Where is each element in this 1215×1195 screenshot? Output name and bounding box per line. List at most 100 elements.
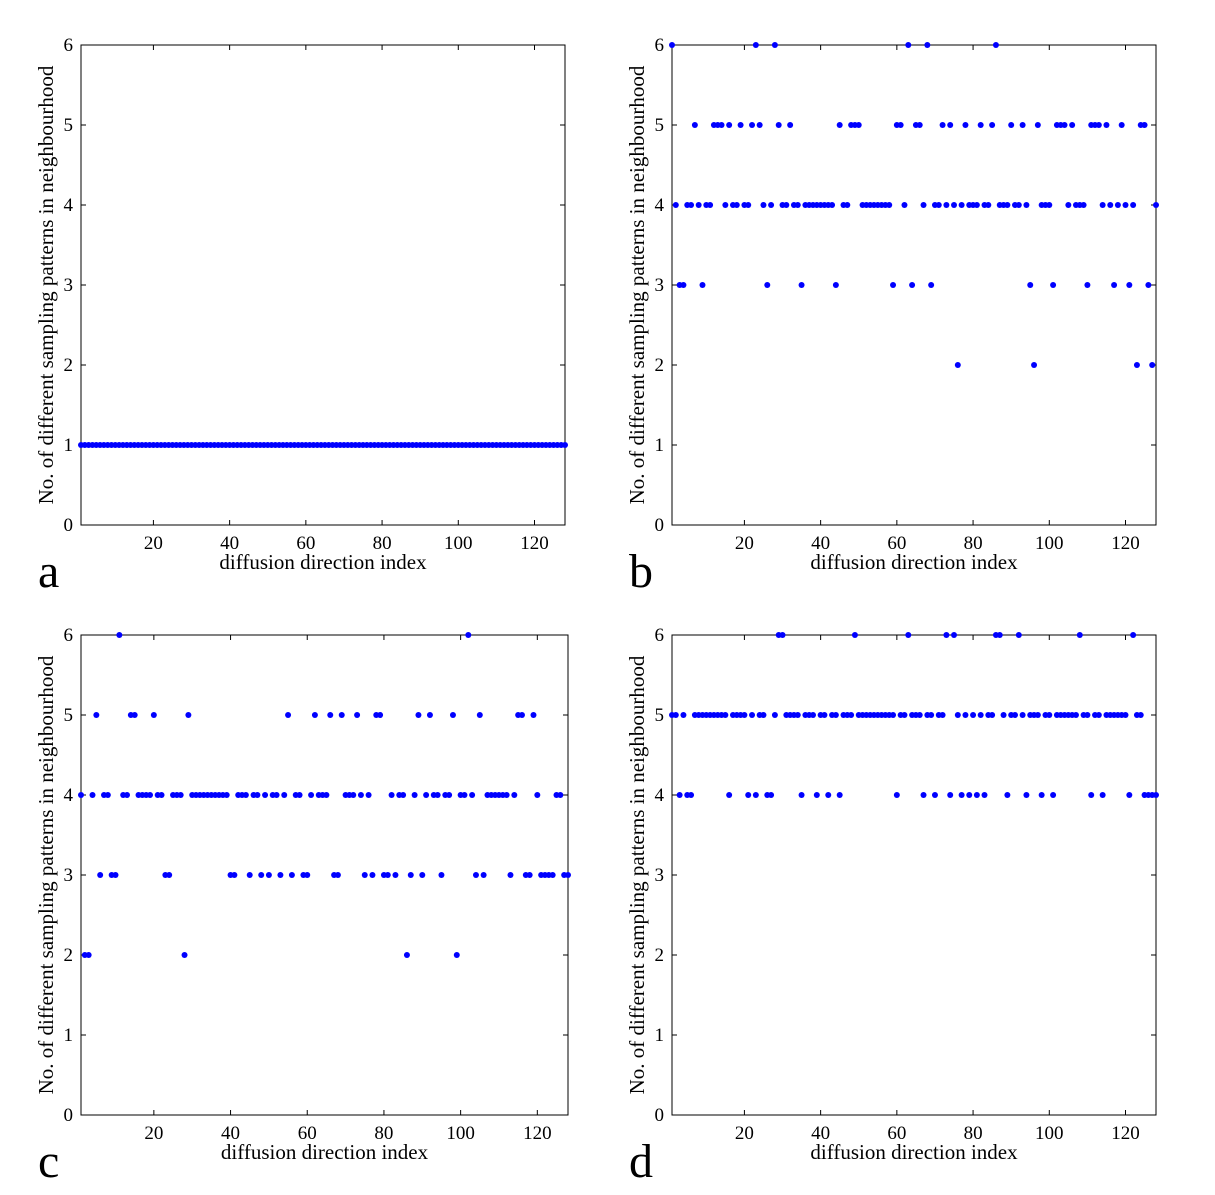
data-point (695, 202, 702, 208)
data-point (565, 872, 571, 878)
panel-letter: c (38, 1135, 59, 1188)
data-point (1061, 122, 1068, 128)
data-point (365, 792, 372, 798)
data-point (476, 712, 483, 718)
data-point (783, 202, 790, 208)
data-point (768, 202, 775, 208)
data-point (85, 952, 92, 958)
y-tick-label: 2 (64, 355, 74, 376)
data-point (1023, 202, 1030, 208)
data-point (691, 122, 698, 128)
data-point (1004, 792, 1011, 798)
data-point (1118, 122, 1125, 128)
y-tick-label: 2 (655, 355, 665, 376)
y-tick-label: 4 (64, 785, 74, 806)
data-point (760, 202, 767, 208)
x-tick-label: 80 (964, 533, 983, 554)
data-point (415, 712, 422, 718)
data-point (726, 122, 733, 128)
data-point (304, 872, 311, 878)
data-point (1130, 632, 1137, 638)
data-point (752, 42, 759, 48)
data-point (369, 872, 376, 878)
data-point (699, 282, 706, 288)
x-tick-label: 20 (144, 533, 163, 554)
data-point (511, 792, 518, 798)
data-point (181, 952, 188, 958)
data-point (388, 792, 395, 798)
data-point (760, 712, 767, 718)
x-tick-label: 60 (887, 533, 906, 554)
panel-letter: b (629, 545, 653, 598)
data-point (434, 792, 441, 798)
x-tick-label: 40 (811, 1123, 830, 1144)
data-point (124, 792, 131, 798)
y-tick-label: 2 (655, 945, 665, 966)
data-point (928, 282, 935, 288)
data-point (1114, 202, 1121, 208)
data-point (680, 282, 687, 288)
y-tick-label: 1 (64, 435, 74, 456)
y-axis-label: No. of different sampling patterns in ne… (625, 65, 649, 504)
data-point (688, 792, 695, 798)
data-point (722, 202, 729, 208)
data-point (557, 792, 564, 798)
data-point (480, 872, 487, 878)
data-point (78, 792, 84, 798)
data-point (989, 122, 996, 128)
y-tick-label: 5 (64, 115, 74, 136)
x-axis-label: diffusion direction index (810, 1140, 1018, 1164)
data-point (680, 712, 687, 718)
data-point (985, 202, 992, 208)
y-tick-label: 3 (64, 275, 74, 296)
data-point (794, 712, 801, 718)
data-point (403, 952, 410, 958)
data-point (1080, 202, 1087, 208)
data-point (1004, 202, 1011, 208)
data-point (411, 792, 418, 798)
data-point (112, 872, 119, 878)
data-point (905, 632, 912, 638)
data-point (223, 792, 230, 798)
data-point (901, 202, 908, 208)
data-point (966, 792, 973, 798)
data-point (426, 712, 433, 718)
data-point (844, 202, 851, 208)
data-point (897, 122, 904, 128)
data-point (890, 282, 897, 288)
plot-frame (80, 44, 566, 526)
data-point (357, 792, 364, 798)
y-tick-label: 6 (64, 625, 74, 646)
y-tick-label: 5 (64, 705, 74, 726)
data-point (1153, 792, 1159, 798)
data-point (1023, 792, 1030, 798)
x-tick-label: 40 (811, 533, 830, 554)
data-point (977, 122, 984, 128)
data-point (97, 872, 104, 878)
x-axis-label: diffusion direction index (221, 1140, 429, 1164)
x-tick-label: 100 (446, 1123, 475, 1144)
data-point (825, 792, 832, 798)
data-point (453, 952, 460, 958)
data-point (354, 712, 361, 718)
data-point (810, 712, 817, 718)
data-point (996, 632, 1003, 638)
data-point (446, 792, 453, 798)
y-tick-label: 1 (655, 1025, 665, 1046)
x-tick-label: 100 (444, 533, 473, 554)
y-tick-label: 4 (655, 785, 665, 806)
data-point (166, 872, 173, 878)
data-point (1015, 632, 1022, 638)
data-point (423, 792, 430, 798)
data-point (924, 42, 931, 48)
data-point (954, 712, 961, 718)
y-tick-label: 3 (655, 865, 665, 886)
data-point (855, 122, 862, 128)
data-point (1000, 712, 1007, 718)
data-point (1034, 712, 1041, 718)
data-point (89, 792, 96, 798)
x-tick-label: 120 (523, 1123, 552, 1144)
data-point (821, 712, 828, 718)
data-point (909, 282, 916, 288)
